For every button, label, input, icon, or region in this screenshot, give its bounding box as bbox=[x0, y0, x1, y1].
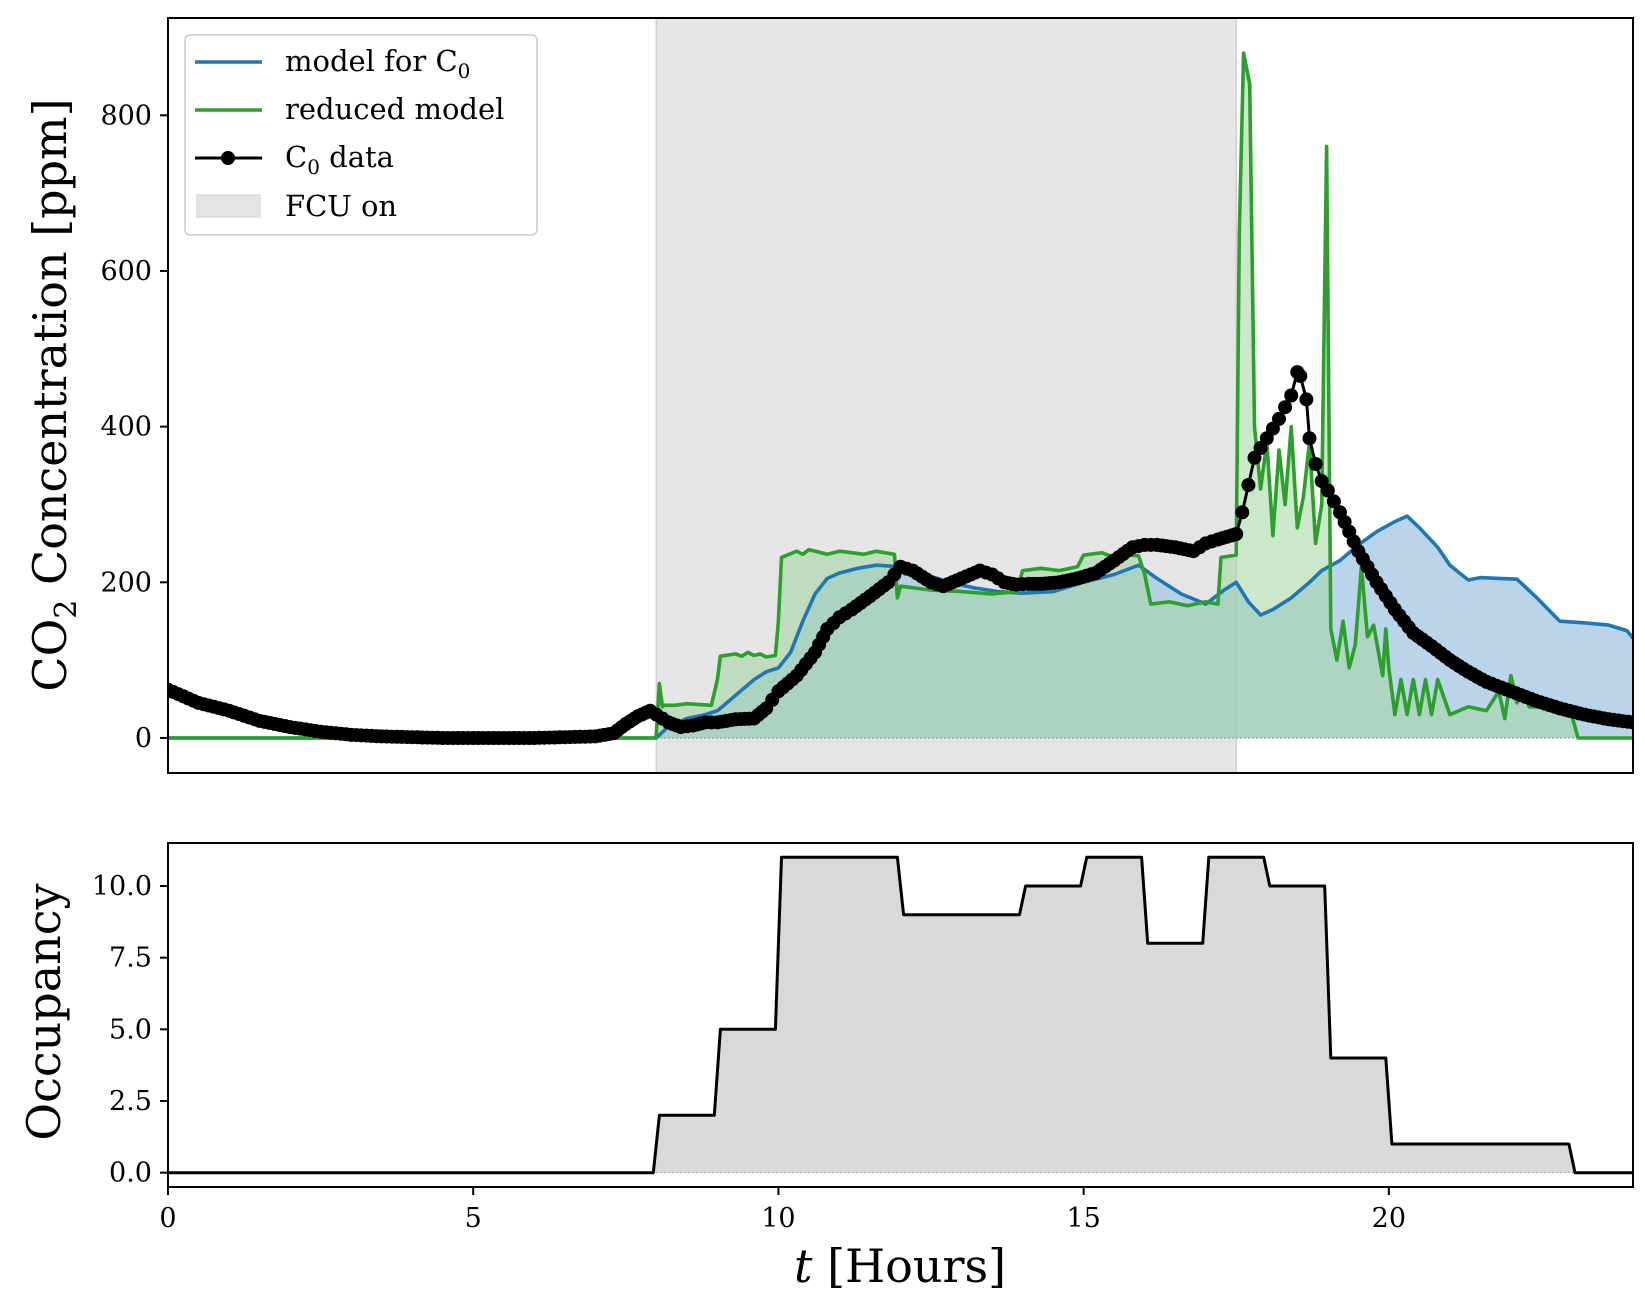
data-point-marker bbox=[1229, 527, 1244, 541]
x-tick-label: 0 bbox=[159, 1203, 176, 1234]
occupancy-y-tick-label: 7.5 bbox=[109, 943, 152, 974]
occupancy-line bbox=[168, 855, 1633, 1175]
x-tick-label: 20 bbox=[1372, 1203, 1406, 1234]
legend-label-model: model for C0 bbox=[285, 44, 470, 83]
data-point-marker bbox=[1235, 505, 1250, 520]
co2-ylabel: CO2 Concentration [ppm] bbox=[23, 98, 84, 691]
reduced-line bbox=[168, 51, 1633, 740]
occupancy-y-ticks: 0.0 2.5 5.0 7.5 10.0 bbox=[92, 871, 168, 1189]
co2-panel: 0 200 400 600 800 CO2 Concentration [ppm] mo… bbox=[23, 17, 1634, 774]
co2-y-tick-label: 200 bbox=[100, 567, 152, 598]
data-point-marker bbox=[1326, 494, 1341, 509]
reduced-area bbox=[168, 53, 1633, 738]
occupancy-y-tick-label: 2.5 bbox=[109, 1086, 152, 1117]
legend-box bbox=[184, 34, 538, 236]
x-tick-label: 15 bbox=[1066, 1203, 1100, 1234]
data-point-marker bbox=[1299, 392, 1314, 407]
legend: model for C0 reduced model C0 data FCU o… bbox=[184, 34, 538, 236]
co2-y-tick-label: 800 bbox=[100, 100, 152, 131]
data-point-marker bbox=[1293, 369, 1308, 383]
legend-marker-data bbox=[221, 151, 235, 165]
co2-y-ticks: 0 200 400 600 800 bbox=[100, 100, 168, 754]
data-point-marker bbox=[1272, 411, 1286, 426]
co2-y-tick-label: 600 bbox=[100, 256, 152, 287]
occupancy-ylabel: Occupancy bbox=[17, 883, 71, 1140]
data-point-marker bbox=[1241, 478, 1256, 492]
data-point-marker bbox=[1320, 483, 1335, 498]
x-axis-label: t [Hours] bbox=[794, 1239, 1006, 1293]
legend-swatch-fcu bbox=[196, 194, 261, 218]
legend-label-reduced: reduced model bbox=[285, 92, 504, 126]
model-line bbox=[168, 514, 1633, 740]
co2-y-tick-label: 0 bbox=[135, 723, 152, 754]
x-ticks: 0 5 10 15 20 bbox=[159, 1187, 1406, 1234]
data-markers bbox=[168, 365, 1633, 745]
occupancy-area bbox=[168, 857, 1633, 1173]
legend-label-fcu: FCU on bbox=[285, 189, 397, 223]
co2-plot-frame bbox=[167, 17, 1634, 774]
co2-y-tick-label: 400 bbox=[100, 412, 152, 443]
x-tick-label: 5 bbox=[465, 1203, 482, 1234]
occupancy-y-tick-label: 10.0 bbox=[92, 871, 152, 902]
x-tick-label: 10 bbox=[761, 1203, 795, 1234]
data-point-marker bbox=[1308, 457, 1323, 471]
occupancy-y-tick-label: 0.0 bbox=[109, 1158, 152, 1189]
occupancy-panel: 0.0 2.5 5.0 7.5 10.0 0 5 10 15 20 Occupancy t [H… bbox=[17, 842, 1634, 1293]
data-point-marker bbox=[1302, 431, 1317, 446]
data-point-marker bbox=[1284, 388, 1299, 403]
legend-label-data: C0 data bbox=[285, 140, 394, 179]
occupancy-y-tick-label: 5.0 bbox=[109, 1014, 152, 1045]
data-point-marker bbox=[1626, 715, 1633, 730]
data-point-marker bbox=[1278, 400, 1293, 415]
occupancy-plot-frame bbox=[167, 842, 1634, 1188]
